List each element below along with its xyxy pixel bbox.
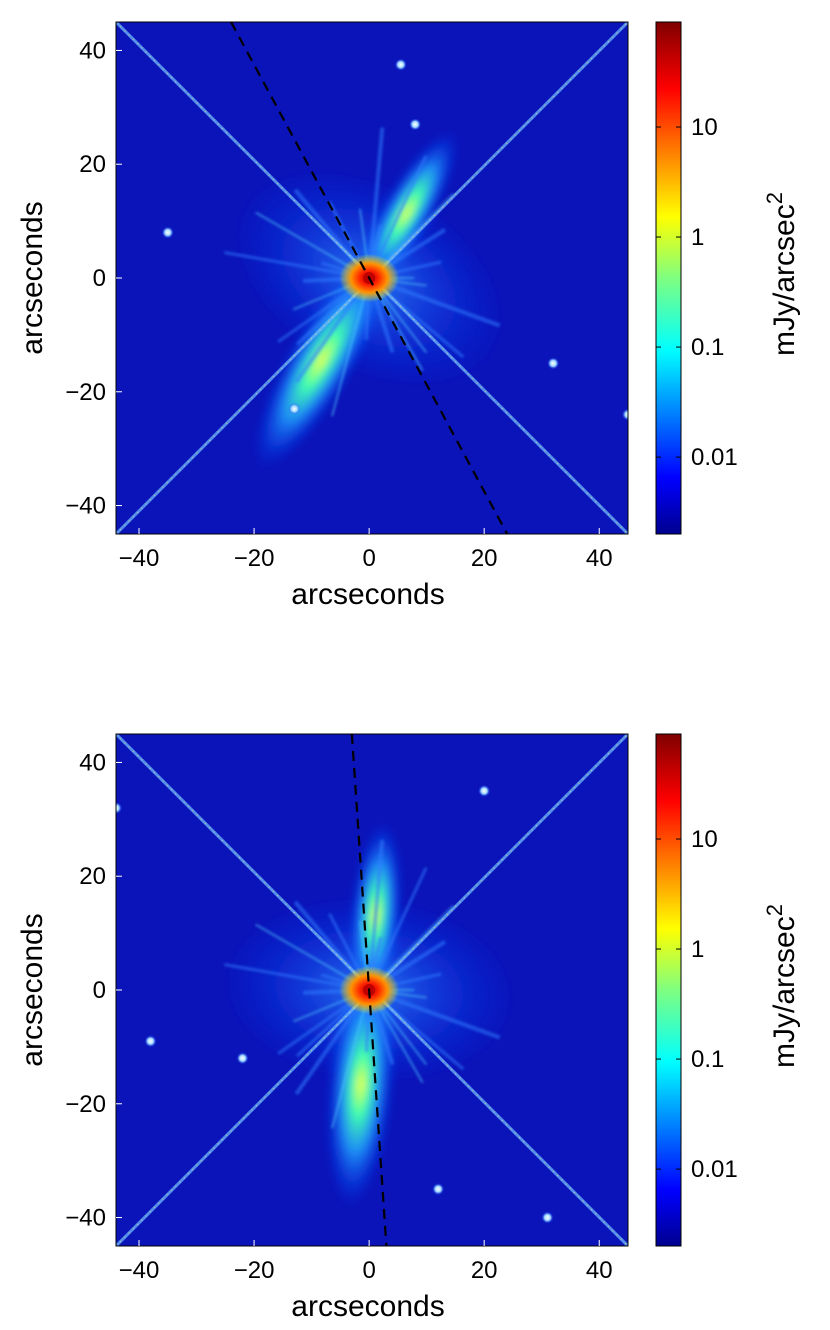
y-tick-label: 40 <box>79 749 106 776</box>
point-source <box>547 357 560 370</box>
x-axis-label: arcseconds <box>291 1290 444 1323</box>
x-tick-label: 40 <box>586 545 613 572</box>
point-source <box>478 784 491 797</box>
diffraction-spike-speckle-2 <box>116 734 628 1246</box>
x-tick-label: 20 <box>471 545 498 572</box>
y-tick-label: 0 <box>93 265 106 292</box>
y-tick-label: −20 <box>65 1091 106 1118</box>
diffraction-spike-speckle-2 <box>116 22 628 534</box>
point-source <box>541 1211 554 1224</box>
point-source <box>394 58 407 71</box>
panel-1: −40 −20 0 20 40 −40 −20 0 20 40 arcseconds arcsecon… <box>16 21 801 611</box>
y-tick-label: 40 <box>79 37 106 64</box>
point-source <box>116 801 122 814</box>
x-tick-label: −40 <box>119 1257 160 1284</box>
point-source <box>288 402 301 415</box>
colorbar-label: mJy/arcsec2 <box>762 192 801 356</box>
x-tick-label: 40 <box>586 1257 613 1284</box>
y-tick-label: −40 <box>65 1205 106 1232</box>
y-axis-label: arcseconds <box>16 201 49 354</box>
point-source <box>409 118 422 131</box>
y-tick-label: −40 <box>65 493 106 520</box>
colorbar-scale <box>655 21 682 535</box>
x-tick-label: 0 <box>362 545 375 572</box>
x-tick-label: −20 <box>234 1257 275 1284</box>
panel-2: −40 −20 0 20 40 −40 −20 0 20 40 arcseconds arcsecon… <box>16 733 801 1323</box>
point-source <box>432 1183 445 1196</box>
x-tick-label: 0 <box>362 1257 375 1284</box>
y-tick-label: −20 <box>65 379 106 406</box>
x-tick-label: −40 <box>119 545 160 572</box>
image-area <box>116 22 628 534</box>
colorbar-tick-label: 1 <box>691 224 704 251</box>
y-tick-label: 0 <box>93 977 106 1004</box>
point-source <box>622 408 628 421</box>
colorbar-tick-label: 10 <box>691 114 718 141</box>
diffraction-spike-speckle-1 <box>116 734 628 1246</box>
diffraction-spike-speckle-1 <box>116 22 628 534</box>
colorbar-tick-label: 0.01 <box>691 444 738 471</box>
colorbar-tick-label: 0.1 <box>691 1046 724 1073</box>
lower-lobe <box>252 250 391 470</box>
x-tick-label: 20 <box>471 1257 498 1284</box>
y-tick-label: 20 <box>79 863 106 890</box>
point-source <box>144 1035 157 1048</box>
colorbar-tick-label: 0.1 <box>691 334 724 361</box>
dashed-axis-line <box>350 734 388 1246</box>
x-axis-label: arcseconds <box>291 578 444 611</box>
colorbar-label: mJy/arcsec2 <box>762 904 801 1068</box>
x-tick-label: −20 <box>234 545 275 572</box>
y-axis-label: arcseconds <box>16 913 49 1066</box>
colorbar: 0.01 0.1 1 10 mJy/arcsec2 <box>655 21 801 535</box>
point-source <box>236 1052 249 1065</box>
point-source <box>161 226 174 239</box>
colorbar: 0.01 0.1 1 10 mJy/arcsec2 <box>655 733 801 1247</box>
image-area <box>116 734 628 1246</box>
y-tick-label: 20 <box>79 151 106 178</box>
colorbar-tick-label: 1 <box>691 936 704 963</box>
dashed-axis-line <box>230 22 509 534</box>
colorbar-tick-label: 10 <box>691 826 718 853</box>
colorbar-scale <box>655 733 682 1247</box>
colorbar-tick-label: 0.01 <box>691 1156 738 1183</box>
